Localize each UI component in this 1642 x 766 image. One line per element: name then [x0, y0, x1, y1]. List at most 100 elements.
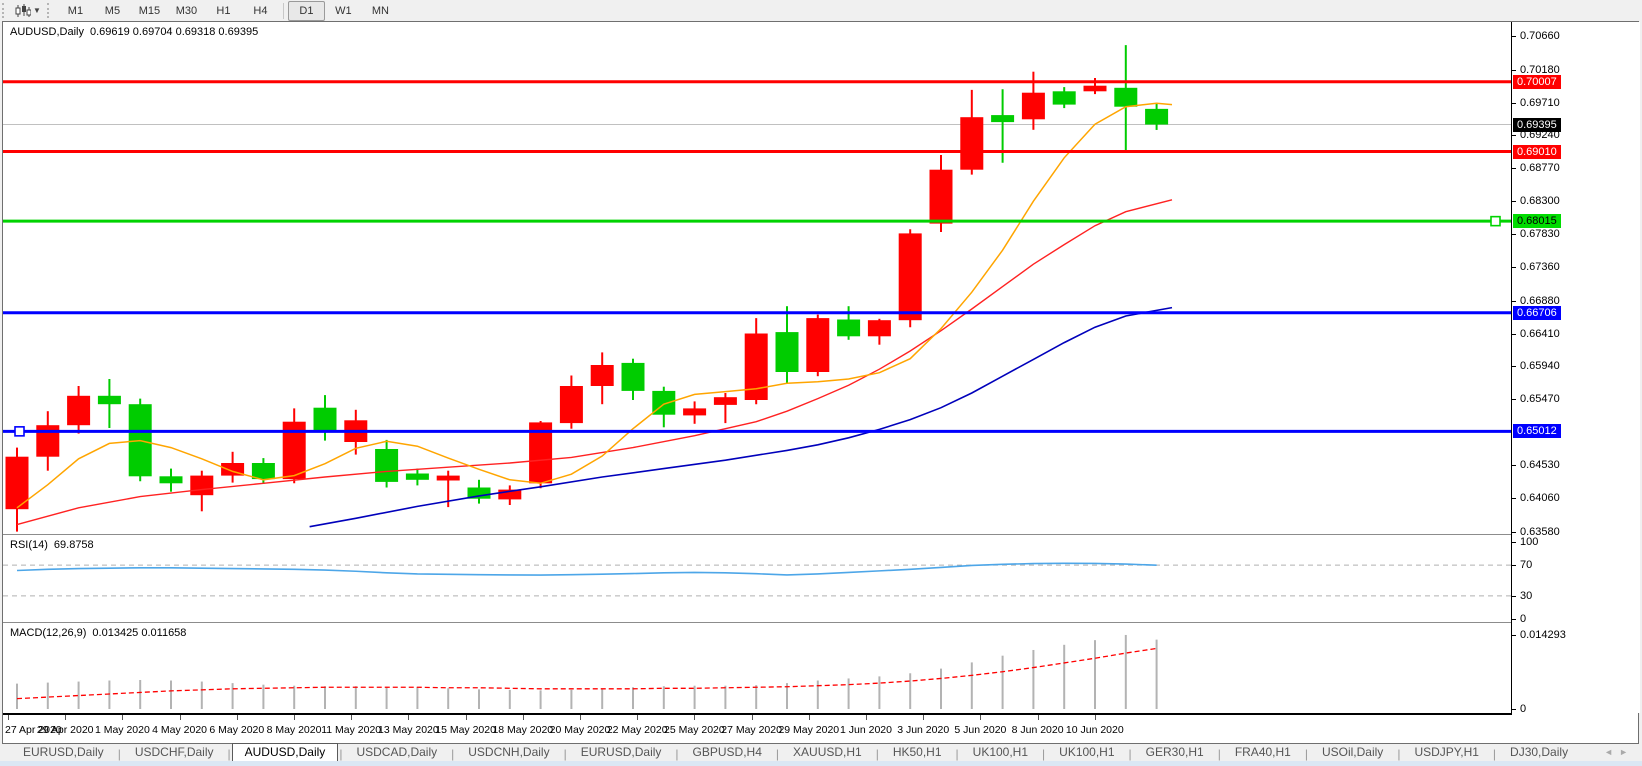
macd-histogram-bar — [108, 680, 111, 709]
candle[interactable] — [621, 358, 645, 400]
timeframe-button-h4[interactable]: H4 — [253, 4, 268, 17]
main-chart-panel[interactable]: AUDUSD,Daily 0.69619 0.69704 0.69318 0.69… — [3, 22, 1511, 534]
macd-histogram-bar — [46, 682, 49, 709]
tab-audusd-daily[interactable]: AUDUSD,Daily — [231, 743, 339, 761]
timeframe-button-d1[interactable]: D1 — [287, 0, 325, 21]
candle[interactable] — [5, 447, 29, 532]
timeframe-button-m1[interactable]: M1 — [67, 4, 84, 17]
candle[interactable] — [1145, 102, 1169, 130]
tab-usdcnh-daily[interactable]: USDCNH,Daily — [468, 745, 550, 759]
candle[interactable] — [960, 89, 984, 175]
tab-usdcad-daily[interactable]: USDCAD,Daily — [356, 745, 438, 759]
panel-separator[interactable] — [3, 622, 1512, 623]
candle[interactable] — [97, 379, 121, 428]
chevron-down-icon[interactable]: ▼ — [33, 5, 41, 15]
macd-canvas[interactable] — [3, 623, 1511, 713]
candle[interactable] — [652, 386, 676, 428]
macd-histogram-bar — [200, 681, 203, 709]
candle[interactable] — [221, 451, 245, 483]
candle[interactable] — [1052, 87, 1076, 109]
candle-body — [806, 318, 830, 372]
tab-eurusd-daily[interactable]: EURUSD,Daily — [23, 745, 104, 759]
candle[interactable] — [867, 318, 891, 345]
candle[interactable] — [898, 229, 922, 328]
tab-dj30-daily[interactable]: DJ30,Daily — [1510, 745, 1569, 759]
price-axis[interactable]: 0.70660 0.70180 0.69710 0.69240 0.68770 0.683… — [1511, 22, 1640, 715]
candle[interactable] — [36, 411, 60, 471]
candlestick-chart-icon[interactable] — [15, 3, 31, 18]
tab-eurusd-daily[interactable]: EURUSD,Daily — [580, 745, 662, 759]
candle[interactable] — [1114, 45, 1138, 153]
line-handle[interactable] — [1490, 215, 1501, 227]
tab-usoil-daily[interactable]: USOil,Daily — [1321, 745, 1384, 759]
candle[interactable] — [929, 155, 953, 232]
timeframe-button-m5[interactable]: M5 — [104, 4, 121, 17]
tab-usdchf-daily[interactable]: USDCHF,Daily — [134, 745, 214, 759]
candle[interactable] — [713, 393, 737, 424]
timeframe-button-h1[interactable]: H1 — [216, 4, 231, 17]
tab-hk50-h1[interactable]: HK50,H1 — [892, 745, 942, 759]
candle-body — [467, 487, 491, 499]
candle[interactable] — [282, 408, 306, 484]
candle[interactable] — [467, 479, 491, 504]
candle[interactable] — [559, 375, 583, 429]
rsi-axis-label: 0 — [1512, 612, 1526, 626]
price-tick: 0.70660 — [1512, 29, 1560, 43]
date-label: 1 May 2020 — [94, 724, 150, 736]
panel-separator[interactable] — [3, 534, 1512, 535]
candle[interactable] — [744, 318, 768, 405]
candle[interactable] — [375, 439, 399, 488]
tab-ger30-h1[interactable]: GER30,H1 — [1145, 745, 1204, 759]
timeframe-button-w1[interactable]: W1 — [335, 4, 352, 17]
candle-body — [282, 421, 306, 480]
timeframe-button-m15[interactable]: M15 — [138, 4, 161, 17]
candle[interactable] — [806, 314, 830, 377]
tab-usdjpy-h1[interactable]: USDJPY,H1 — [1414, 745, 1479, 759]
chart-window: AUDUSD,Daily 0.69619 0.69704 0.69318 0.69… — [2, 21, 1640, 744]
timeframe-button-mn[interactable]: MN — [371, 4, 389, 17]
macd-histogram-bar — [662, 686, 665, 709]
line-handle[interactable] — [14, 426, 25, 437]
candle-body — [498, 489, 522, 500]
tabs-scroll-left-icon[interactable]: ◄ — [1604, 747, 1620, 757]
tab-divider: | — [1217, 747, 1221, 761]
tab-uk100-h1[interactable]: UK100,H1 — [972, 745, 1029, 759]
candle[interactable] — [837, 306, 861, 340]
toolbar-separator — [282, 2, 284, 19]
price-tick: 0.68300 — [1512, 194, 1560, 208]
date-label: 8 Jun 2020 — [1011, 724, 1064, 736]
tab-divider: | — [339, 747, 343, 761]
date-axis[interactable]: 27 Apr 2020 29 Apr 2020 1 May 2020 4 May 20… — [3, 715, 1511, 743]
macd-signal-line — [16, 647, 1157, 700]
macd-panel[interactable]: MACD(12,26,9) 0.013425 0.011658 — [3, 623, 1511, 713]
macd-histogram-bar — [970, 662, 973, 709]
candle[interactable] — [159, 468, 183, 492]
candle-body — [97, 395, 121, 405]
tab-gbpusd-h4[interactable]: GBPUSD,H4 — [692, 745, 762, 759]
tab-uk100-h1[interactable]: UK100,H1 — [1059, 745, 1115, 759]
price-tick: 0.65470 — [1512, 392, 1560, 406]
rsi-panel[interactable]: RSI(14) 69.8758 — [3, 535, 1511, 622]
rsi-canvas[interactable] — [3, 535, 1511, 622]
candle-body — [1052, 91, 1076, 105]
price-tick: 0.69240 — [1512, 128, 1560, 142]
candle[interactable] — [313, 395, 337, 441]
date-tick — [65, 715, 67, 720]
price-chart-canvas[interactable] — [3, 22, 1511, 534]
tabs-scroll-right-icon[interactable]: ► — [1619, 747, 1634, 757]
macd-histogram-bar — [77, 681, 80, 709]
timeframe-button-m30[interactable]: M30 — [175, 4, 198, 17]
macd-histogram-bar — [16, 683, 18, 709]
date-tick — [923, 715, 925, 720]
candle-body — [559, 386, 583, 424]
candle[interactable] — [775, 306, 799, 384]
candle[interactable] — [683, 401, 707, 424]
candle[interactable] — [498, 485, 522, 505]
candle[interactable] — [590, 352, 614, 405]
candle[interactable] — [405, 468, 429, 486]
candle[interactable] — [67, 386, 91, 434]
macd-axis-label: 0.014293 — [1512, 628, 1566, 642]
tab-xauusd-h1[interactable]: XAUUSD,H1 — [793, 745, 862, 759]
tab-fra40-h1[interactable]: FRA40,H1 — [1234, 745, 1291, 759]
candle-body — [837, 319, 861, 337]
